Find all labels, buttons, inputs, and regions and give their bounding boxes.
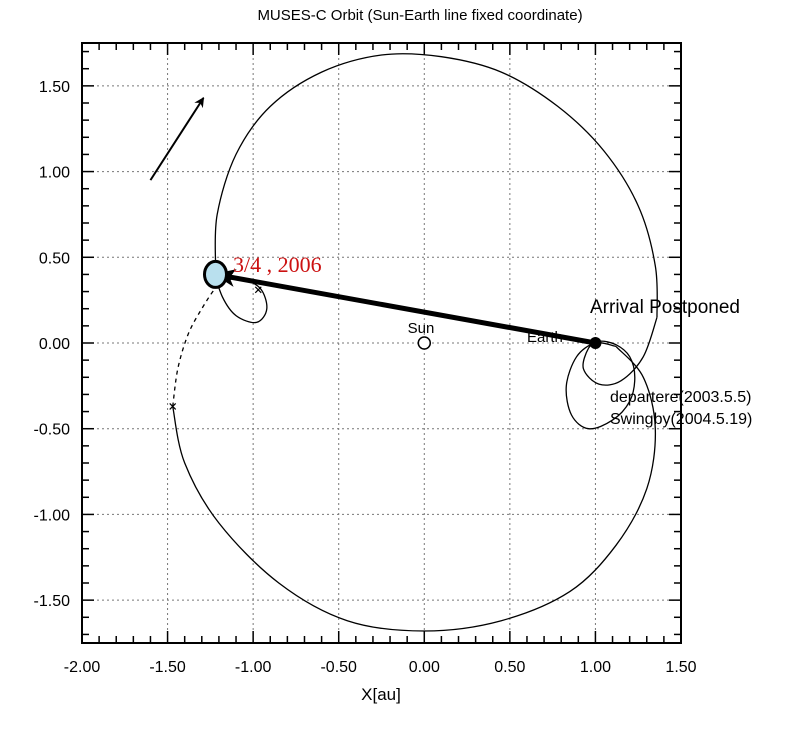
- cross-marker-0: [169, 403, 177, 410]
- earth-to-itokawa-arrow: [213, 269, 596, 346]
- swingby-label: Swingby(2004.5.19): [610, 411, 752, 428]
- sun-label: Sun: [408, 320, 435, 337]
- x-axis-label: X[au]: [361, 685, 401, 704]
- x-tick-label-4: 0.00: [409, 659, 440, 676]
- x-tick-labels: -2.00 -1.50 -1.00 -0.50 0.00 0.50 1.00 1.50: [64, 659, 697, 676]
- orbit-swingby-loops-near-earth: [565, 317, 658, 430]
- y-tick-label-0: -1.50: [34, 593, 71, 610]
- body-markers: [169, 259, 602, 410]
- arrival-postponed-label: Arrival Postponed: [590, 297, 740, 318]
- x-tick-label-2: -1.00: [235, 659, 272, 676]
- x-tick-label-5: 0.50: [494, 659, 525, 676]
- y-tick-labels: -1.50 -1.00 -0.50 0.00 0.50 1.00 1.50: [34, 79, 71, 610]
- arrival-date-label: 3/4 , 2006: [233, 252, 322, 277]
- sun-marker: [417, 336, 432, 350]
- departure-label: departere(2003.5.5): [610, 389, 751, 406]
- x-tick-label-7: 1.50: [665, 659, 696, 676]
- y-tick-label-5: 1.00: [39, 165, 70, 182]
- y-tick-label-1: -1.00: [34, 507, 71, 524]
- x-tick-label-1: -1.50: [149, 659, 186, 676]
- axis-ticks: [81, 43, 682, 643]
- plot-frame: [81, 42, 682, 644]
- arrow-1: [149, 97, 205, 181]
- orbit-large-loop: [214, 53, 658, 318]
- y-tick-label-2: -0.50: [34, 422, 71, 439]
- itokawa-marker: [202, 259, 228, 289]
- orbit-postponed-dashed: [172, 277, 228, 407]
- arrows: [149, 97, 596, 346]
- orbit-transfer-orbit: [172, 345, 657, 632]
- x-tick-label-3: -0.50: [320, 659, 357, 676]
- x-tick-label-6: 1.00: [580, 659, 611, 676]
- y-tick-label-4: 0.50: [39, 250, 70, 267]
- y-tick-label-3: 0.00: [39, 336, 70, 353]
- earth-label: Earth: [527, 329, 563, 346]
- x-tick-label-0: -2.00: [64, 659, 101, 676]
- chart-title: MUSES-C Orbit (Sun-Earth line fixed coor…: [257, 7, 582, 24]
- earth-marker: [589, 337, 602, 349]
- cross-marker-1: [254, 286, 262, 294]
- y-tick-label-6: 1.50: [39, 79, 70, 96]
